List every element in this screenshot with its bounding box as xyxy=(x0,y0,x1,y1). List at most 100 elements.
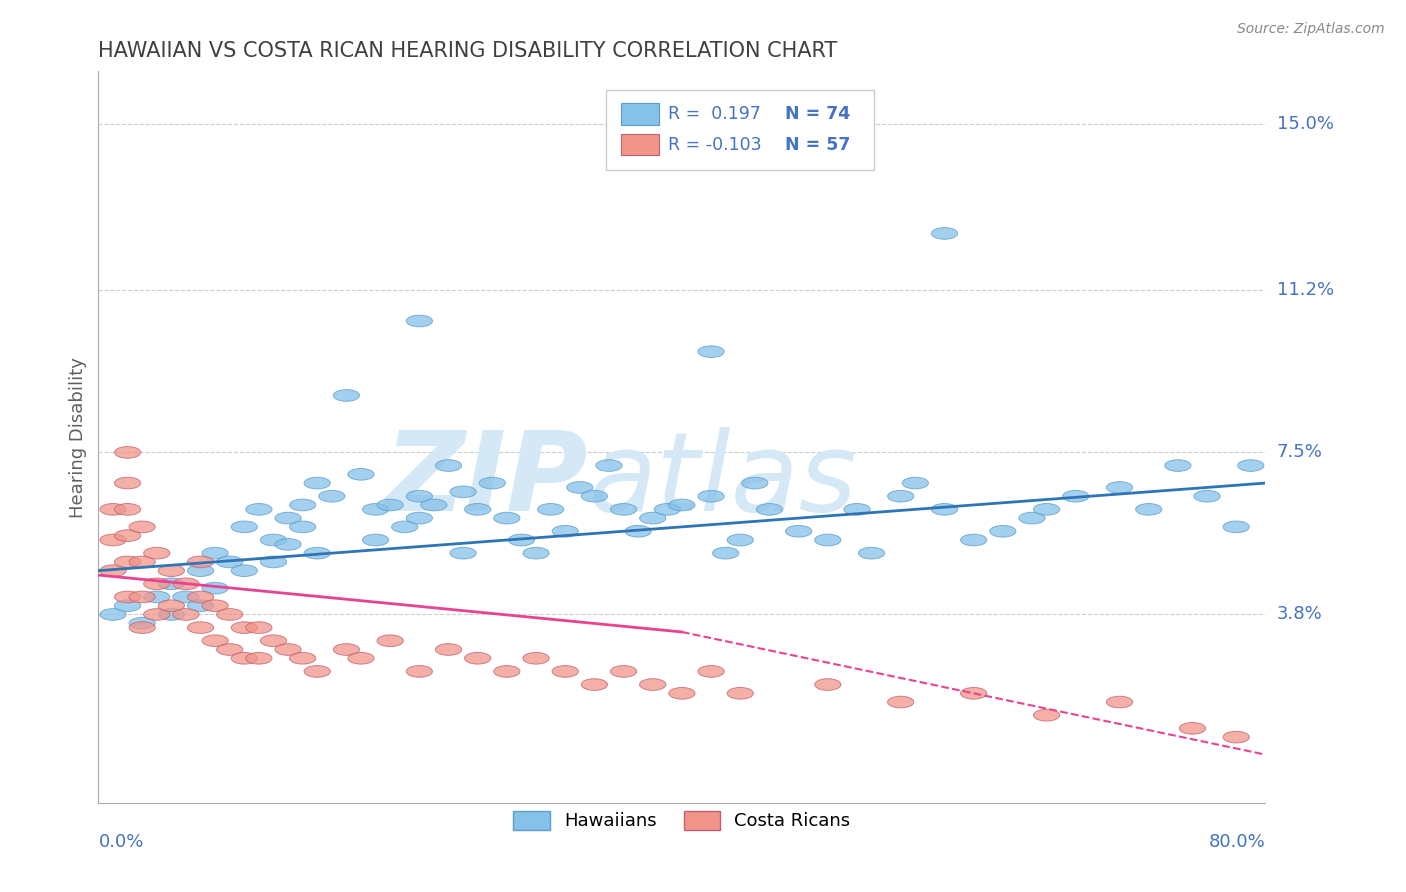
Ellipse shape xyxy=(931,227,957,239)
Ellipse shape xyxy=(626,525,651,537)
Ellipse shape xyxy=(202,635,228,647)
Text: N = 74: N = 74 xyxy=(785,104,849,123)
Ellipse shape xyxy=(276,539,301,550)
Ellipse shape xyxy=(260,635,287,647)
Text: Source: ZipAtlas.com: Source: ZipAtlas.com xyxy=(1237,22,1385,37)
Ellipse shape xyxy=(713,548,738,559)
Text: ZIP: ZIP xyxy=(385,427,589,534)
Ellipse shape xyxy=(903,477,928,489)
Ellipse shape xyxy=(523,548,550,559)
Ellipse shape xyxy=(100,503,127,516)
Ellipse shape xyxy=(363,503,388,516)
Ellipse shape xyxy=(1136,503,1161,516)
Ellipse shape xyxy=(129,556,155,567)
Ellipse shape xyxy=(143,608,170,620)
Ellipse shape xyxy=(187,565,214,576)
Ellipse shape xyxy=(304,665,330,677)
Ellipse shape xyxy=(187,622,214,633)
Ellipse shape xyxy=(567,482,593,493)
Ellipse shape xyxy=(159,599,184,612)
Ellipse shape xyxy=(742,477,768,489)
Text: R = -0.103: R = -0.103 xyxy=(668,136,762,153)
Ellipse shape xyxy=(260,556,287,567)
Ellipse shape xyxy=(304,548,330,559)
Ellipse shape xyxy=(392,521,418,533)
Ellipse shape xyxy=(406,665,433,677)
Ellipse shape xyxy=(1237,459,1264,471)
Ellipse shape xyxy=(1164,459,1191,471)
Ellipse shape xyxy=(347,468,374,480)
Ellipse shape xyxy=(319,491,344,502)
Ellipse shape xyxy=(246,503,271,516)
Ellipse shape xyxy=(1019,512,1045,524)
Ellipse shape xyxy=(727,534,754,546)
Ellipse shape xyxy=(100,534,127,546)
Text: 0.0%: 0.0% xyxy=(98,833,143,851)
Ellipse shape xyxy=(276,644,301,656)
Ellipse shape xyxy=(129,591,155,603)
Legend: Hawaiians, Costa Ricans: Hawaiians, Costa Ricans xyxy=(506,804,858,838)
Ellipse shape xyxy=(479,477,505,489)
Ellipse shape xyxy=(1180,723,1205,734)
Ellipse shape xyxy=(246,622,271,633)
Ellipse shape xyxy=(114,503,141,516)
Ellipse shape xyxy=(960,688,987,699)
Ellipse shape xyxy=(450,486,477,498)
Ellipse shape xyxy=(887,491,914,502)
Ellipse shape xyxy=(260,534,287,546)
Ellipse shape xyxy=(347,652,374,665)
Ellipse shape xyxy=(1223,521,1250,533)
Ellipse shape xyxy=(523,652,550,665)
Ellipse shape xyxy=(669,500,695,511)
Ellipse shape xyxy=(231,652,257,665)
Ellipse shape xyxy=(786,525,811,537)
Ellipse shape xyxy=(333,644,360,656)
Ellipse shape xyxy=(114,599,141,612)
Ellipse shape xyxy=(246,652,271,665)
Ellipse shape xyxy=(553,665,578,677)
Ellipse shape xyxy=(727,688,754,699)
FancyBboxPatch shape xyxy=(621,134,658,155)
Ellipse shape xyxy=(231,622,257,633)
Ellipse shape xyxy=(640,679,666,690)
Ellipse shape xyxy=(143,548,170,559)
Ellipse shape xyxy=(640,512,666,524)
Ellipse shape xyxy=(990,525,1017,537)
Ellipse shape xyxy=(436,459,461,471)
Ellipse shape xyxy=(202,599,228,612)
Ellipse shape xyxy=(100,608,127,620)
Ellipse shape xyxy=(581,491,607,502)
Ellipse shape xyxy=(420,500,447,511)
Ellipse shape xyxy=(654,503,681,516)
Ellipse shape xyxy=(333,390,360,401)
Ellipse shape xyxy=(406,491,433,502)
Ellipse shape xyxy=(100,565,127,576)
Ellipse shape xyxy=(596,459,621,471)
Ellipse shape xyxy=(1033,503,1060,516)
Ellipse shape xyxy=(464,652,491,665)
Ellipse shape xyxy=(129,521,155,533)
Ellipse shape xyxy=(217,608,243,620)
Ellipse shape xyxy=(610,503,637,516)
Ellipse shape xyxy=(304,477,330,489)
Ellipse shape xyxy=(814,679,841,690)
Ellipse shape xyxy=(173,608,200,620)
Ellipse shape xyxy=(159,608,184,620)
Ellipse shape xyxy=(1107,697,1133,708)
Ellipse shape xyxy=(187,591,214,603)
Ellipse shape xyxy=(290,652,316,665)
Ellipse shape xyxy=(1033,709,1060,721)
Ellipse shape xyxy=(887,697,914,708)
Ellipse shape xyxy=(464,503,491,516)
Text: 80.0%: 80.0% xyxy=(1209,833,1265,851)
Ellipse shape xyxy=(859,548,884,559)
Ellipse shape xyxy=(1194,491,1220,502)
Ellipse shape xyxy=(217,556,243,567)
Ellipse shape xyxy=(290,500,316,511)
Ellipse shape xyxy=(697,346,724,358)
Text: HAWAIIAN VS COSTA RICAN HEARING DISABILITY CORRELATION CHART: HAWAIIAN VS COSTA RICAN HEARING DISABILI… xyxy=(98,41,838,62)
Text: atlas: atlas xyxy=(589,427,858,534)
Ellipse shape xyxy=(187,599,214,612)
Ellipse shape xyxy=(377,500,404,511)
Ellipse shape xyxy=(217,644,243,656)
